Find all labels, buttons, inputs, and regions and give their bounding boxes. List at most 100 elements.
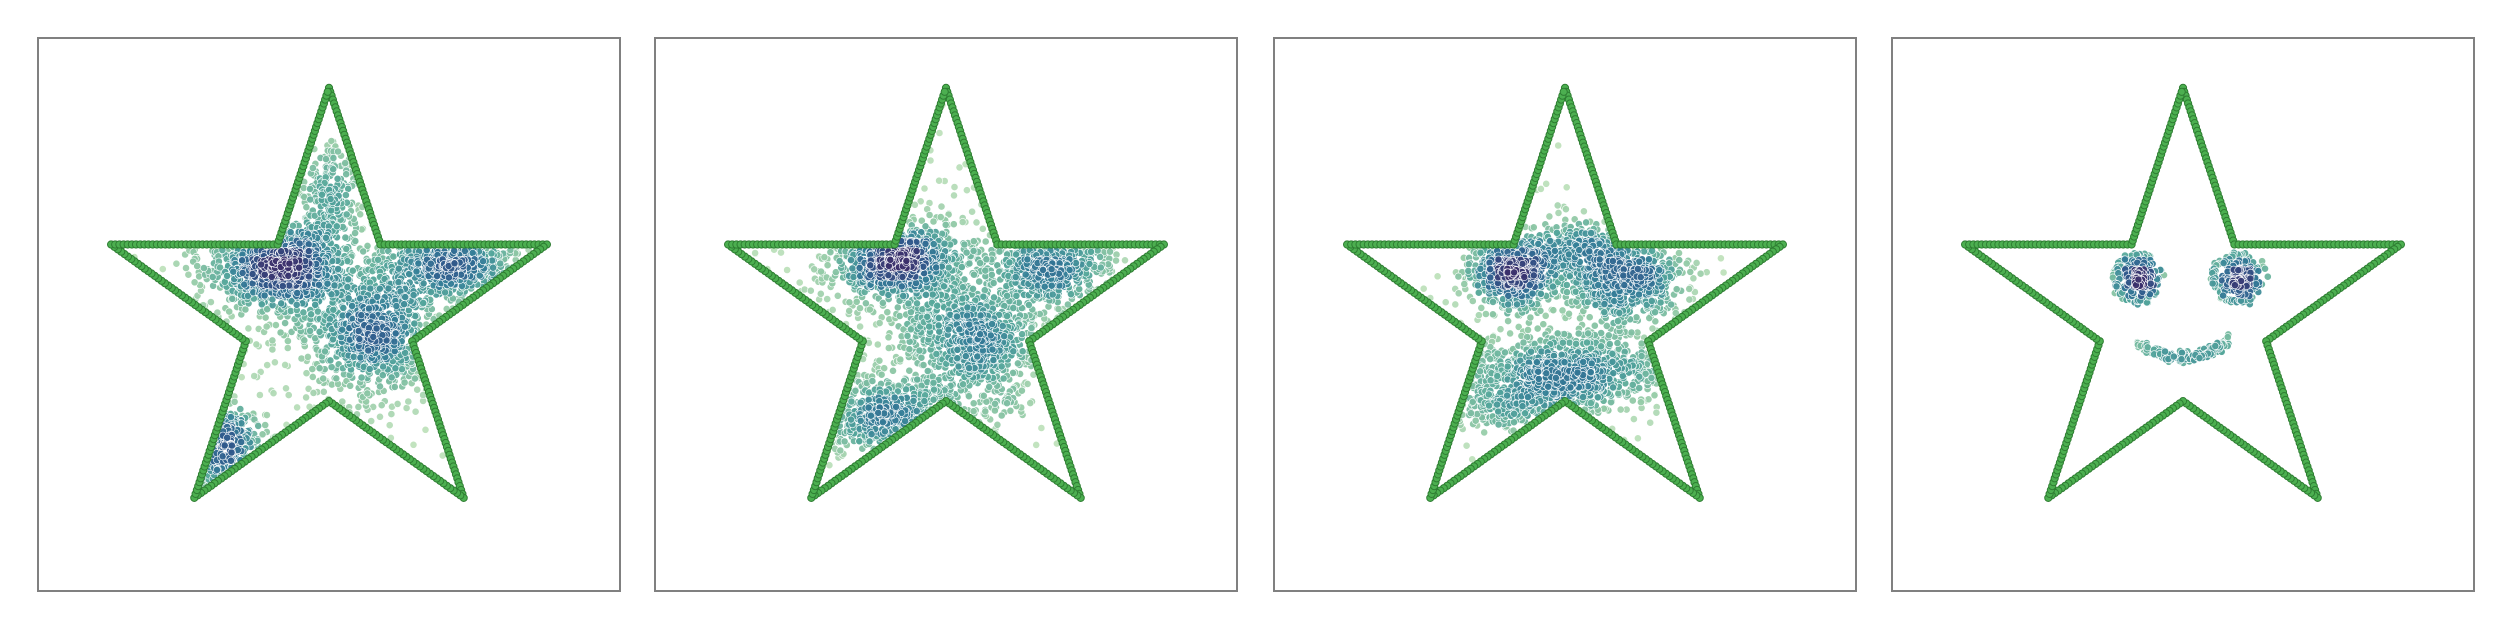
sample-point (367, 417, 376, 425)
sample-point (283, 337, 292, 345)
sample-point (959, 283, 967, 292)
sample-point (917, 353, 926, 362)
sample-point (304, 247, 313, 256)
sample-point (268, 336, 277, 345)
sample-point (884, 333, 893, 342)
sample-point (334, 147, 342, 156)
sample-point (935, 176, 943, 185)
sample-point (199, 264, 208, 272)
sample-point (182, 264, 190, 272)
sample-point (284, 271, 293, 280)
sample-point (426, 259, 435, 268)
sample-point (338, 397, 347, 406)
sample-point (923, 367, 932, 375)
sample-point (932, 350, 941, 358)
sample-point (969, 237, 978, 246)
sample-point (308, 372, 317, 381)
sample-point (311, 300, 320, 309)
sample-point (991, 406, 999, 415)
sample-point (351, 237, 360, 245)
sample-point (400, 300, 408, 309)
sample-point (365, 365, 374, 373)
sample-point (248, 270, 257, 278)
sample-point (227, 441, 236, 450)
sample-point (923, 312, 932, 321)
sample-point (1018, 386, 1026, 395)
sample-point (357, 311, 366, 320)
sample-point (845, 298, 854, 307)
sample-point (341, 159, 350, 167)
sample-point (270, 358, 279, 367)
sample-point (376, 412, 384, 421)
sample-point (889, 366, 897, 375)
sample-point (935, 313, 943, 322)
sample-point (309, 388, 318, 397)
sample-point (255, 391, 264, 399)
sample-point (976, 259, 984, 267)
sample-point (258, 430, 267, 439)
sample-point (1027, 324, 1036, 332)
sample-point (904, 299, 913, 308)
sample-point (873, 340, 882, 349)
sample-point (306, 184, 314, 193)
sample-point (385, 421, 394, 430)
sample-point (304, 240, 313, 249)
sample-point (269, 389, 278, 398)
sample-point (260, 270, 269, 279)
sample-point (934, 321, 943, 330)
sample-point (958, 218, 967, 226)
sample-point (384, 284, 393, 293)
sample-point (958, 294, 967, 303)
sample-point (282, 384, 290, 393)
sample-point (847, 397, 856, 406)
sample-point (981, 407, 990, 416)
sample-point (433, 272, 441, 280)
sample-point (883, 308, 892, 317)
sample-point (1026, 399, 1035, 407)
sample-point (220, 441, 229, 450)
sample-point (281, 319, 289, 327)
sample-point (230, 397, 239, 406)
sample-point (409, 440, 418, 449)
sample-point (341, 191, 350, 199)
sample-point (206, 298, 215, 306)
sample-point (262, 322, 271, 331)
sample-point (390, 337, 399, 346)
sample-point (751, 249, 759, 257)
sample-point (930, 385, 938, 394)
sample-point (960, 240, 969, 249)
sample-point (190, 278, 199, 287)
sample-point (260, 291, 269, 300)
sample-point (955, 163, 964, 172)
sample-point (401, 293, 410, 301)
sample-point (321, 347, 329, 356)
sample-point (348, 266, 357, 275)
sample-point (1054, 305, 1063, 313)
sample-point (929, 378, 938, 387)
sample-point (332, 222, 341, 231)
sample-point (875, 319, 884, 327)
sample-point (223, 271, 231, 280)
sample-point (919, 361, 928, 369)
sample-point (267, 272, 276, 281)
sample-point (1075, 285, 1084, 293)
sample-point (349, 352, 358, 361)
sample-point (823, 261, 832, 270)
sample-point (915, 346, 924, 355)
sample-point (257, 300, 266, 309)
sample-point (394, 278, 403, 287)
sample-point (978, 224, 987, 233)
sample-point (783, 266, 791, 274)
sample-point (344, 294, 353, 303)
sample-point (327, 363, 336, 371)
sample-point (377, 401, 386, 410)
sample-point (400, 322, 409, 331)
sample-point (334, 265, 342, 273)
sample-point (913, 299, 921, 308)
sample-point (1032, 440, 1041, 449)
sample-point (925, 322, 934, 331)
sample-point (896, 355, 905, 364)
sample-point (303, 352, 312, 361)
sample-point (237, 373, 246, 382)
sample-point (226, 413, 235, 421)
